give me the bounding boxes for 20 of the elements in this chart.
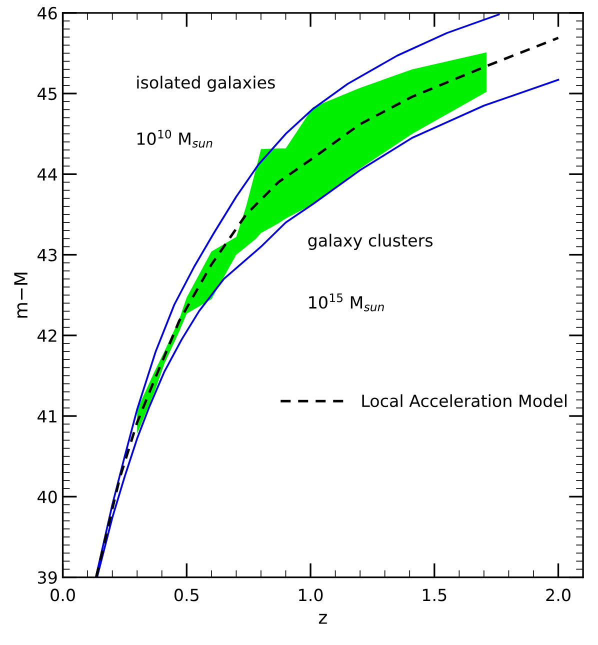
y-tick-label: 40 [38,490,57,504]
y-tick-label: 42 [38,329,56,342]
y-tick-label: 39 [38,571,57,584]
x-tick-label: 1.0 [299,588,323,602]
y-tick-label: 43 [38,248,57,262]
annotation: 10$^{10}$ M$_{sun}$ [137,130,212,148]
x-tick-label: 0.5 [174,588,198,602]
x-tick-label: 1.5 [422,588,446,602]
y-axis-title: m−M [14,272,28,318]
y-tick-label: 45 [38,88,56,100]
y-tick-label: 41 [38,410,56,422]
x-tick-label: 0.0 [50,588,75,602]
y-tick-label: 46 [38,6,57,20]
annotation: isolated galaxies [137,76,275,92]
x-axis-title: z [318,614,327,624]
x-tick-label: 2.0 [546,588,570,602]
annotation: 10$^{15}$ M$_{sun}$ [309,294,384,312]
legend-label: Local Acceleration Model [362,394,566,408]
y-tick-label: 44 [38,168,57,180]
annotation: galaxy clusters [308,234,433,250]
